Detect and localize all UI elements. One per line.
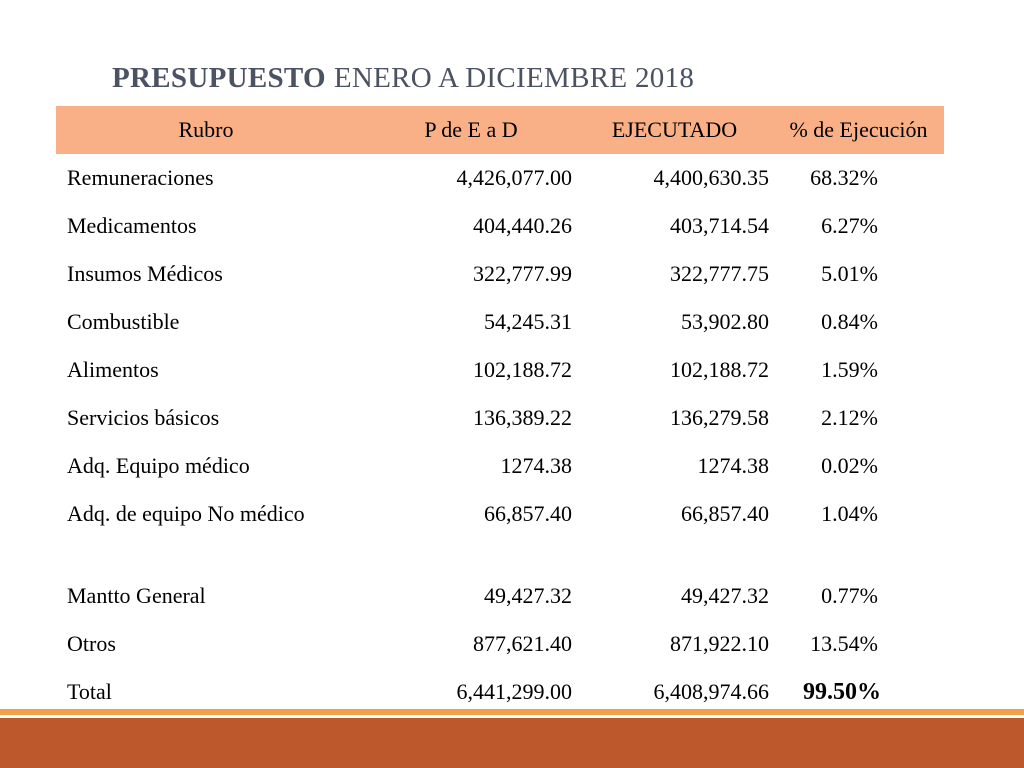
table-row: Medicamentos 404,440.26 403,714.54 6.27% bbox=[56, 202, 944, 250]
row-porcentaje: 1.59% bbox=[821, 357, 878, 382]
row-rubro: Adq. Equipo médico bbox=[67, 453, 250, 478]
row-rubro: Insumos Médicos bbox=[67, 261, 223, 286]
row-porcentaje: 0.02% bbox=[821, 453, 878, 478]
row-rubro: Adq. de equipo No médico bbox=[67, 501, 305, 526]
row-rubro: Combustible bbox=[67, 309, 180, 334]
row-porcentaje: 5.01% bbox=[821, 261, 878, 286]
row-ejecutado: 102,188.72 bbox=[670, 357, 769, 382]
row-porcentaje: 13.54% bbox=[810, 631, 878, 656]
row-ejecutado: 1274.38 bbox=[697, 453, 770, 478]
table-row: Adq. de equipo No médico 66,857.40 66,85… bbox=[56, 490, 944, 572]
row-ejecutado: 136,279.58 bbox=[670, 405, 769, 430]
row-ejecutado: 871,922.10 bbox=[670, 631, 769, 656]
row-pead: 6,441,299.00 bbox=[456, 679, 573, 704]
row-porcentaje: 0.84% bbox=[821, 309, 878, 334]
title-bold: PRESUPUESTO bbox=[112, 62, 326, 94]
row-pead: 1274.38 bbox=[500, 453, 573, 478]
row-porcentaje: 2.12% bbox=[821, 405, 878, 430]
row-porcentaje: 1.04% bbox=[821, 501, 878, 526]
header-ejecutado: EJECUTADO bbox=[611, 117, 738, 142]
row-porcentaje: 0.77% bbox=[821, 583, 878, 608]
row-pead: 54,245.31 bbox=[484, 309, 572, 334]
table-row: Adq. Equipo médico 1274.38 1274.38 0.02% bbox=[56, 442, 944, 490]
row-pead: 49,427.32 bbox=[484, 583, 572, 608]
title-rest: ENERO A DICIEMBRE 2018 bbox=[333, 62, 695, 94]
table-row-total: Total 6,441,299.00 6,408,974.66 99.50% bbox=[56, 668, 944, 710]
table-row: Mantto General 49,427.32 49,427.32 0.77% bbox=[56, 572, 944, 620]
row-porcentaje: 6.27% bbox=[821, 213, 878, 238]
row-rubro: Total bbox=[67, 679, 112, 704]
row-pead: 136,389.22 bbox=[473, 405, 572, 430]
header-porcentaje: % de Ejecución bbox=[789, 117, 928, 142]
row-pead: 4,426,077.00 bbox=[456, 165, 573, 190]
row-pead: 877,621.40 bbox=[473, 631, 572, 656]
row-ejecutado: 6,408,974.66 bbox=[653, 679, 770, 704]
table-row: Servicios básicos 136,389.22 136,279.58 … bbox=[56, 394, 944, 442]
row-ejecutado: 53,902.80 bbox=[681, 309, 769, 334]
row-porcentaje: 99.50% bbox=[803, 679, 881, 705]
header-rubro: Rubro bbox=[178, 117, 234, 142]
row-rubro: Medicamentos bbox=[67, 213, 197, 238]
table-row: Combustible 54,245.31 53,902.80 0.84% bbox=[56, 298, 944, 346]
row-ejecutado: 49,427.32 bbox=[681, 583, 769, 608]
header-pead: P de E a D bbox=[424, 117, 518, 142]
row-rubro: Servicios básicos bbox=[67, 405, 220, 430]
row-ejecutado: 66,857.40 bbox=[681, 501, 769, 526]
footer-gap bbox=[0, 715, 1024, 718]
row-rubro: Otros bbox=[67, 631, 116, 656]
table-row: Insumos Médicos 322,777.99 322,777.75 5.… bbox=[56, 250, 944, 298]
table-row: Otros 877,621.40 871,922.10 13.54% bbox=[56, 620, 944, 668]
slide-title: PRESUPUESTO ENERO A DICIEMBRE 2018 bbox=[112, 62, 694, 95]
footer-band bbox=[0, 718, 1024, 768]
row-ejecutado: 4,400,630.35 bbox=[653, 165, 770, 190]
row-pead: 66,857.40 bbox=[484, 501, 572, 526]
table-row: Remuneraciones 4,426,077.00 4,400,630.35… bbox=[56, 154, 944, 202]
row-ejecutado: 403,714.54 bbox=[670, 213, 769, 238]
table-row: Alimentos 102,188.72 102,188.72 1.59% bbox=[56, 346, 944, 394]
row-rubro: Alimentos bbox=[67, 357, 159, 382]
table-header-row: Rubro P de E a D EJECUTADO % de Ejecució… bbox=[56, 106, 944, 154]
row-pead: 404,440.26 bbox=[473, 213, 572, 238]
footer-accent-line bbox=[0, 709, 1024, 715]
row-pead: 102,188.72 bbox=[473, 357, 572, 382]
budget-table: Rubro P de E a D EJECUTADO % de Ejecució… bbox=[56, 106, 944, 710]
row-ejecutado: 322,777.75 bbox=[670, 261, 769, 286]
row-rubro: Remuneraciones bbox=[67, 165, 214, 190]
row-porcentaje: 68.32% bbox=[810, 165, 878, 190]
row-pead: 322,777.99 bbox=[473, 261, 572, 286]
row-rubro: Mantto General bbox=[67, 583, 206, 608]
